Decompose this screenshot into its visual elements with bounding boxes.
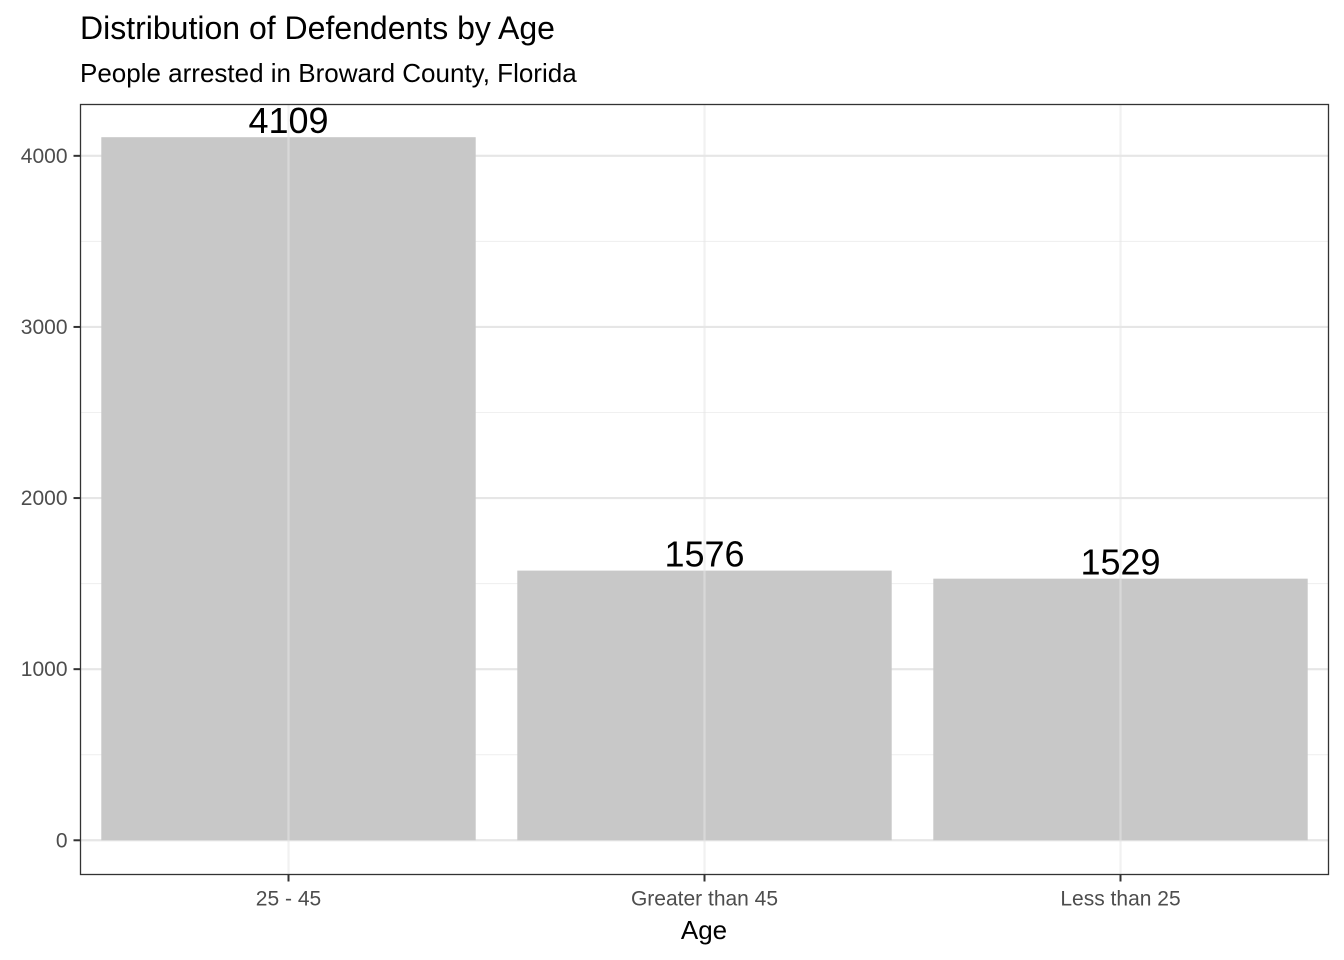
x-axis-title: Age	[681, 915, 727, 945]
data-label-1: 1576	[664, 534, 744, 575]
x-grid-lines	[287, 104, 1122, 875]
x-tick-label: 25 - 45	[256, 888, 321, 911]
x-tick-label: Less than 25	[1060, 888, 1180, 911]
y-axis: 0 1000 2000 3000 4000	[21, 145, 81, 852]
y-tick-label: 3000	[21, 316, 68, 339]
data-labels: 4109 1576 1529	[248, 100, 1160, 582]
x-axis: 25 - 45 Greater than 45 Less than 25	[256, 874, 1181, 911]
chart-subtitle: People arrested in Broward County, Flori…	[80, 58, 577, 88]
data-label-2: 1529	[1080, 542, 1160, 583]
y-tick-label: 2000	[21, 487, 68, 510]
x-tick-label: Greater than 45	[631, 888, 778, 911]
data-label-0: 4109	[248, 100, 328, 141]
y-tick-label: 1000	[21, 658, 68, 681]
chart-title: Distribution of Defendents by Age	[80, 10, 555, 46]
y-tick-label: 0	[56, 829, 68, 852]
y-tick-label: 4000	[21, 145, 68, 168]
